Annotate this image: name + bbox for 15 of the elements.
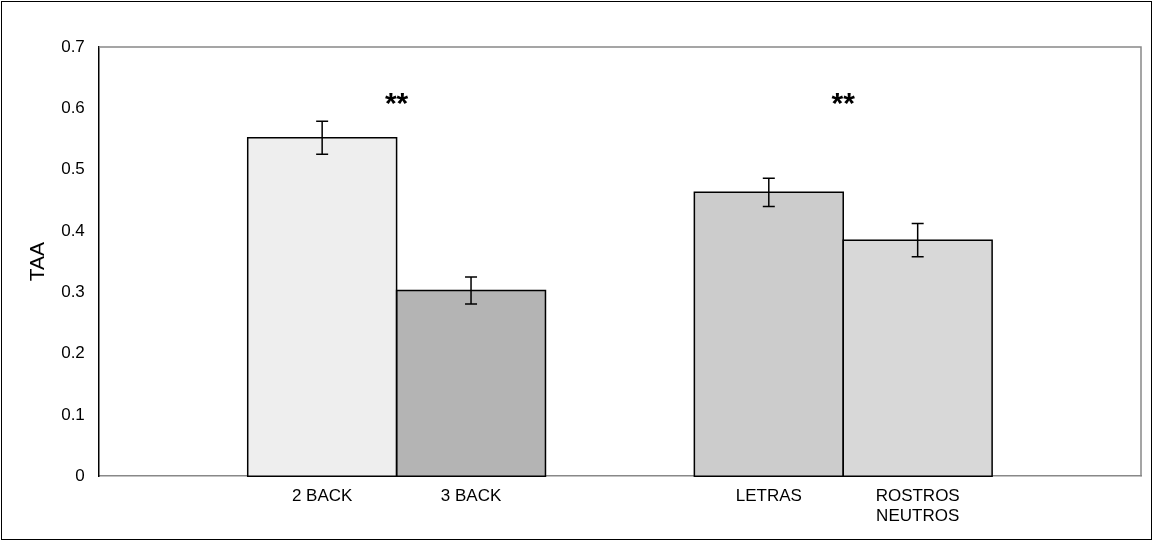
y-tick-label: 0.1 bbox=[61, 404, 85, 424]
y-tick-label: 0.5 bbox=[61, 159, 85, 179]
y-tick-label: 0.4 bbox=[61, 220, 85, 240]
y-tick-label: 0.3 bbox=[61, 281, 85, 301]
y-axis-title: TAA bbox=[25, 241, 49, 282]
annotation: ** bbox=[384, 86, 409, 120]
annotation: ** bbox=[831, 86, 856, 120]
x-tick-label: 3 BACK bbox=[440, 486, 502, 506]
y-tick-label: 0 bbox=[75, 465, 85, 485]
x-tick-label: ROSTROS NEUTROS bbox=[875, 486, 960, 526]
y-tick-label: 0.6 bbox=[61, 98, 85, 117]
x-tick-label: LETRAS bbox=[735, 486, 802, 506]
y-tick-label: 0.7 bbox=[61, 36, 85, 56]
x-tick-label: 2 BACK bbox=[291, 486, 354, 506]
y-tick-label: 0.2 bbox=[61, 343, 85, 363]
